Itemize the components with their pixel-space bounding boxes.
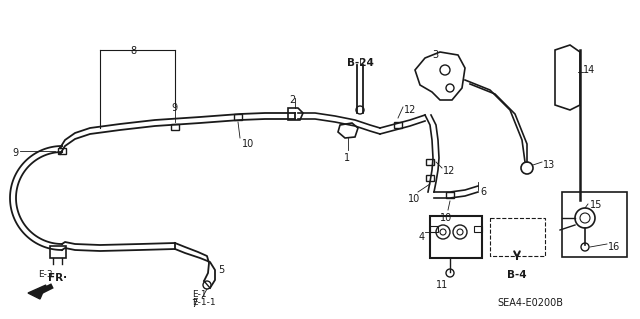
Text: 6: 6 bbox=[480, 187, 486, 197]
Bar bbox=[426, 175, 434, 181]
Text: 11: 11 bbox=[436, 280, 448, 290]
Polygon shape bbox=[28, 285, 46, 299]
Text: 10: 10 bbox=[408, 194, 420, 204]
Bar bbox=[234, 114, 242, 120]
Text: 9: 9 bbox=[12, 148, 18, 158]
Text: 4: 4 bbox=[419, 232, 425, 242]
Text: E-1-1: E-1-1 bbox=[192, 298, 216, 307]
Text: B-24: B-24 bbox=[347, 58, 374, 68]
Text: 10: 10 bbox=[242, 139, 254, 149]
Text: 15: 15 bbox=[590, 200, 602, 210]
Text: 1: 1 bbox=[344, 153, 350, 163]
Bar bbox=[50, 246, 66, 258]
Bar bbox=[430, 226, 438, 232]
Text: 9: 9 bbox=[171, 103, 177, 113]
Circle shape bbox=[457, 229, 463, 235]
Text: 3: 3 bbox=[432, 50, 438, 60]
Text: FR·: FR· bbox=[48, 273, 67, 283]
Text: 2: 2 bbox=[289, 95, 295, 105]
Text: 12: 12 bbox=[443, 166, 456, 176]
Text: 7: 7 bbox=[191, 299, 197, 309]
Text: E-1: E-1 bbox=[192, 290, 207, 299]
Circle shape bbox=[440, 229, 446, 235]
Text: 13: 13 bbox=[543, 160, 556, 170]
Bar bbox=[430, 216, 482, 258]
Text: 14: 14 bbox=[583, 65, 595, 75]
Text: B-4: B-4 bbox=[507, 270, 527, 280]
Text: SEA4-E0200B: SEA4-E0200B bbox=[497, 298, 563, 308]
Text: 16: 16 bbox=[608, 242, 620, 252]
Bar bbox=[446, 192, 454, 198]
Bar bbox=[490, 218, 545, 256]
Bar bbox=[426, 159, 434, 165]
Bar bbox=[474, 226, 482, 232]
Text: 10: 10 bbox=[440, 213, 452, 223]
Text: 12: 12 bbox=[404, 105, 417, 115]
Bar bbox=[58, 148, 66, 154]
Text: E-3: E-3 bbox=[38, 270, 52, 279]
Bar bbox=[171, 124, 179, 130]
Text: 8: 8 bbox=[130, 46, 136, 56]
Bar bbox=[562, 192, 627, 257]
Bar bbox=[394, 122, 402, 128]
Text: 5: 5 bbox=[218, 265, 224, 275]
